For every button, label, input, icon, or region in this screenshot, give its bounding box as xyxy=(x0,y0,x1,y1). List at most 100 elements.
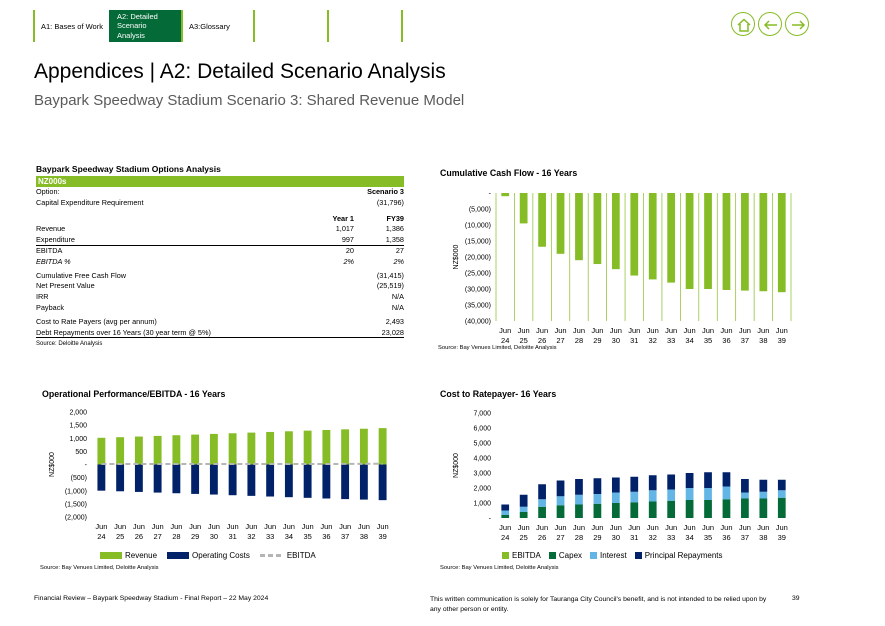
ebitda-pct-year1: 2% xyxy=(343,256,354,266)
stack-segment-interest xyxy=(611,492,620,503)
y-tick-label: 1,500 xyxy=(69,423,87,430)
stack-segment-interest xyxy=(630,491,639,503)
x-tick-label: Jun xyxy=(245,522,257,531)
operating-cost-bar xyxy=(228,464,237,496)
table-row-cfcf: Cumulative Free Cash Flow (31,415) xyxy=(36,271,404,282)
y-tick-label: - xyxy=(85,462,88,469)
x-tick-label: 37 xyxy=(741,336,749,345)
stack-segment-principal-repayments xyxy=(630,476,639,492)
capex-value: (31,796) xyxy=(376,197,404,207)
x-tick-label: 29 xyxy=(191,532,199,541)
x-tick-label: 27 xyxy=(556,336,564,345)
operating-cost-bar xyxy=(172,464,181,494)
x-tick-label: 28 xyxy=(575,336,583,345)
operating-cost-bar xyxy=(359,464,368,500)
x-tick-label: 33 xyxy=(667,533,675,542)
operating-cost-bar xyxy=(97,464,106,491)
y-tick-label: 500 xyxy=(75,449,87,456)
y-tick-label: 5,000 xyxy=(473,441,491,448)
x-tick-label: 35 xyxy=(704,336,712,345)
forward-arrow-icon[interactable] xyxy=(785,12,809,36)
table-row-payback: Payback N/A xyxy=(36,303,404,314)
options-table: Baypark Speedway Stadium Options Analysi… xyxy=(36,164,404,347)
stack-segment-principal-repayments xyxy=(648,475,657,491)
bar xyxy=(593,193,602,265)
x-tick-label: 24 xyxy=(501,336,509,345)
x-tick-label: Jun xyxy=(628,523,640,532)
x-tick-label: 34 xyxy=(685,336,693,345)
npv-value: (25,519) xyxy=(376,281,404,291)
legend-swatch-interest xyxy=(590,552,598,559)
x-tick-label: Jun xyxy=(554,523,566,532)
legend-label-principal: Principal Repayments xyxy=(644,551,723,560)
x-tick-label: Jun xyxy=(720,326,732,335)
page-subtitle: Baypark Speedway Stadium Scenario 3: Sha… xyxy=(34,92,465,109)
revenue-bar xyxy=(284,431,293,465)
stack-segment-principal-repayments xyxy=(575,479,583,495)
x-tick-label: Jun xyxy=(647,326,659,335)
ctr-label: Cost to Rate Payers (avg per annum) xyxy=(36,316,157,326)
x-tick-label: 34 xyxy=(685,533,693,542)
stack-segment-interest xyxy=(685,488,694,500)
y-tick-label: (40,000) xyxy=(465,319,491,326)
y-axis-label: NZ$000 xyxy=(453,244,460,269)
y-tick-label: - xyxy=(489,191,492,198)
stack-segment-principal-repayments xyxy=(593,478,602,494)
stack-segment-interest xyxy=(722,486,731,500)
x-tick-label: Jun xyxy=(152,522,164,531)
x-tick-label: 36 xyxy=(322,532,330,541)
bar xyxy=(704,193,712,289)
x-tick-label: Jun xyxy=(518,523,530,532)
x-tick-label: Jun xyxy=(776,523,788,532)
legend-item-principal: Principal Repayments xyxy=(634,551,723,560)
legend-label-revenue: Revenue xyxy=(125,551,158,560)
x-tick-label: Jun xyxy=(647,523,659,532)
table-heading: Baypark Speedway Stadium Options Analysi… xyxy=(36,164,221,174)
bar xyxy=(685,193,694,289)
y-tick-label: (1,500) xyxy=(65,501,87,508)
back-arrow-icon[interactable] xyxy=(758,12,782,36)
x-tick-label: 33 xyxy=(667,336,675,345)
x-tick-label: Jun xyxy=(665,523,677,532)
tab-detailed-scenario-analysis[interactable]: A2: Detailed Scenario Analysis xyxy=(108,10,181,42)
y-tick-label: 2,000 xyxy=(69,410,87,417)
payback-value: N/A xyxy=(391,302,404,312)
revenue-fy39: 1,386 xyxy=(385,224,404,234)
legend-swatch-ebitda-line xyxy=(259,554,284,557)
x-tick-label: 30 xyxy=(612,336,620,345)
bar xyxy=(722,193,731,290)
page-number: 39 xyxy=(792,595,800,602)
legend-label-capex: Capex xyxy=(558,551,583,560)
y-axis-label: NZ$000 xyxy=(453,453,460,478)
tab-bases-of-work[interactable]: A1: Bases of Work xyxy=(33,10,109,42)
expenditure-year1: 997 xyxy=(341,235,354,245)
option-label: Option: xyxy=(36,187,60,196)
bar xyxy=(519,193,528,224)
operating-cost-bar xyxy=(134,464,143,492)
tab-glossary[interactable]: A3:Glossary xyxy=(180,10,253,42)
stack-segment-capex xyxy=(685,500,694,518)
stack-segment-capex xyxy=(722,499,731,518)
x-tick-label: Jun xyxy=(591,523,603,532)
operating-cost-bar xyxy=(191,464,200,494)
stack-segment-capex xyxy=(648,501,657,518)
stack-segment-principal-repayments xyxy=(556,480,565,497)
stack-segment-capex xyxy=(501,515,510,518)
tab-empty-2 xyxy=(326,10,401,42)
stack-segment-capex xyxy=(630,502,639,518)
payback-label: Payback xyxy=(36,302,64,312)
irr-label: IRR xyxy=(36,292,49,302)
home-icon[interactable] xyxy=(731,12,755,36)
x-tick-label: 38 xyxy=(360,532,368,541)
stack-segment-principal-repayments xyxy=(722,472,731,487)
x-tick-label: Jun xyxy=(684,523,696,532)
x-tick-label: Jun xyxy=(739,326,751,335)
stack-segment-principal-repayments xyxy=(501,504,510,511)
operational-chart-title: Operational Performance/EBITDA - 16 Year… xyxy=(42,389,226,399)
bar xyxy=(777,193,786,293)
x-tick-label: Jun xyxy=(283,522,295,531)
table-row-expenditure: Expenditure 997 1,358 xyxy=(36,235,404,246)
stack-segment-principal-repayments xyxy=(519,494,528,507)
x-tick-label: Jun xyxy=(170,522,182,531)
col-header-year1: Year 1 xyxy=(332,213,354,223)
